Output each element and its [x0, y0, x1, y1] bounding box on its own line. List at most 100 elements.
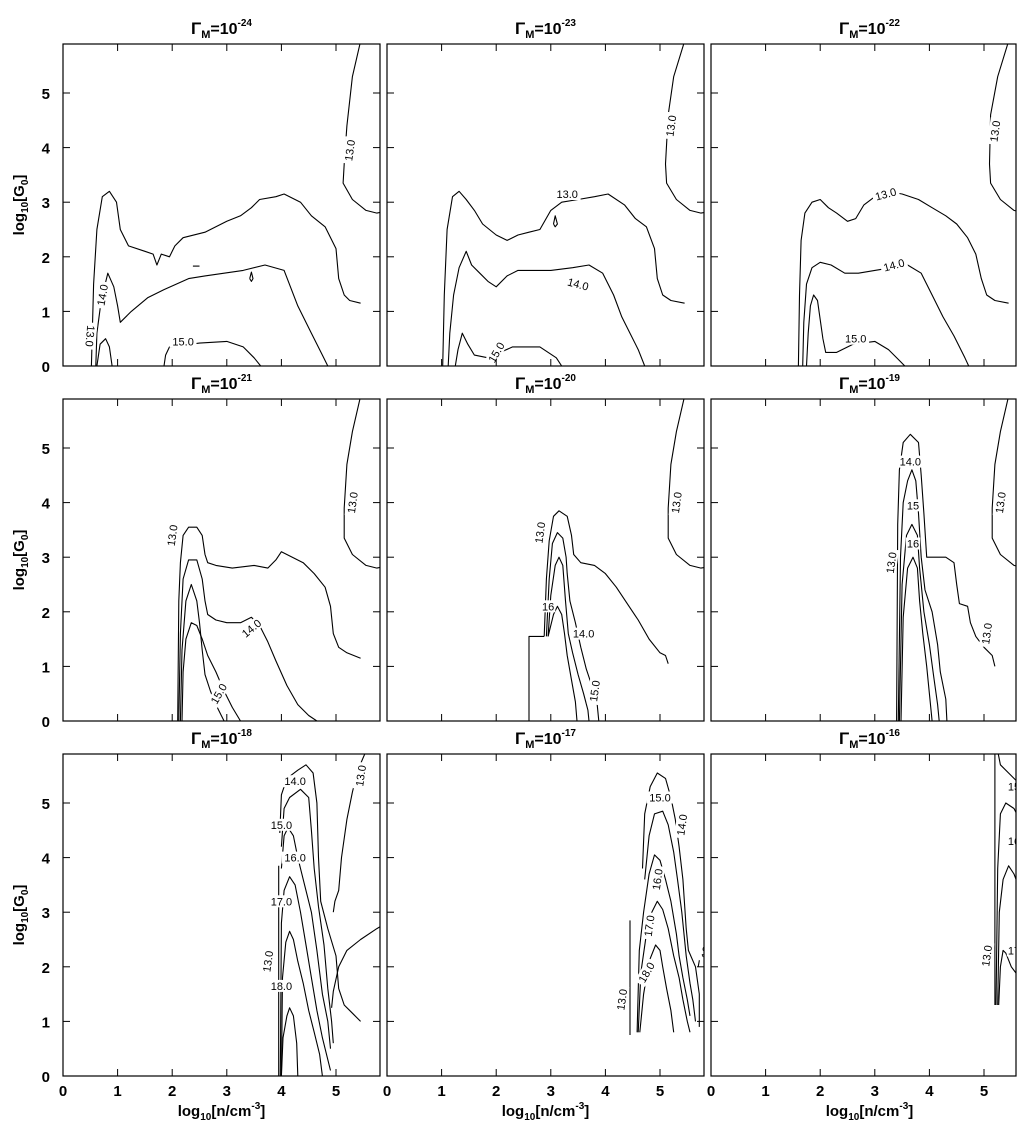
- tick-marks: [711, 399, 985, 721]
- panel-title: ΓM=10-24: [191, 18, 252, 41]
- y-tick-label: 0: [42, 714, 50, 731]
- contour-label-text: 13.0: [885, 551, 900, 574]
- panel-1: 13.0 14.0 13.0 15.0 ΓM=10-24 0 1 2 3 4 5 log10[G0]: [11, 18, 381, 376]
- contour-label-text: 14.0: [573, 629, 594, 641]
- contour-line: [454, 332, 563, 366]
- contour-label: 15.0: [586, 676, 603, 706]
- panel-title: ΓM=10-22: [839, 18, 900, 41]
- tick-marks: [711, 44, 985, 366]
- contour-label-text: 14.0: [96, 284, 112, 307]
- y-tick-label: 2: [42, 960, 50, 977]
- y-axis-label: log10[G0]: [11, 530, 31, 591]
- contour-label-text: 13.0: [874, 186, 898, 203]
- tick-marks: [387, 399, 704, 721]
- plot-frame: [386, 43, 705, 367]
- contour-label-text: 13.0: [533, 521, 548, 544]
- panel-6: 13.0 14.0 15 16 13.0 13.0 ΓM=10-19: [710, 373, 1017, 722]
- x-tick-label: 2: [168, 1083, 176, 1100]
- contour-line: [639, 944, 675, 1033]
- contour-label: 14.0: [570, 627, 597, 641]
- contour-line: [900, 556, 933, 721]
- plot-frame: [62, 398, 381, 722]
- x-axis-label: log10[n/cm-3]: [502, 1101, 590, 1123]
- contour-label-text: 13.0: [664, 114, 679, 137]
- contour-label: 16: [540, 600, 556, 613]
- panel-8: 15.014.016.017.018.013.013.0ΓM=10-170 1 2 3…: [383, 728, 705, 1123]
- y-tick-label: 0: [42, 359, 50, 376]
- contour-label: 16.0: [649, 865, 666, 894]
- contour-label: 13.0: [992, 488, 1009, 517]
- contour-label: 13.0: [164, 521, 181, 550]
- y-tick-label: 5: [42, 441, 50, 458]
- contour-line: [95, 264, 329, 366]
- contour-group: 13.0 13.0 14.0 15.0: [797, 44, 1016, 366]
- contour-label: 13.0: [259, 947, 276, 976]
- tick-marks: [387, 754, 704, 1076]
- contour-label: 15.0: [842, 332, 870, 346]
- contour-label-text: 13.0: [988, 120, 1003, 143]
- contour-label: 13.0: [663, 111, 679, 140]
- x-tick-label: 0: [383, 1083, 391, 1100]
- tick-marks: [63, 44, 380, 366]
- contour-label-text: 16: [907, 539, 919, 551]
- x-tick-label: 2: [816, 1083, 824, 1100]
- y-tick-label: 3: [42, 195, 50, 212]
- contour-line: [163, 340, 262, 366]
- contour-label: 13.0: [883, 548, 900, 577]
- y-axis-label: log10[G0]: [11, 175, 31, 236]
- y-tick-label: 1: [42, 659, 50, 676]
- contour-label: 13.0: [613, 985, 630, 1014]
- x-axis-label: log10[n/cm-3]: [178, 1101, 266, 1123]
- contour-label-text: 17.0: [643, 915, 658, 938]
- contour-group: 13.0 14.0 15.0 16.0 17.0 13.0 18.0: [259, 754, 380, 1076]
- contour-line: [442, 190, 685, 366]
- contour-label: 13.0: [987, 117, 1003, 146]
- contour-label: 14.0: [94, 280, 112, 310]
- contour-line: [898, 523, 940, 721]
- x-tick-label: 4: [601, 1083, 610, 1100]
- contour-label-text: 13.0: [346, 491, 361, 514]
- contour-label: 16: [1006, 835, 1016, 848]
- contour-line: [447, 250, 646, 366]
- x-tick-label: 3: [871, 1083, 879, 1100]
- contour-line: [802, 261, 970, 366]
- contour-label-text: 13.0: [261, 950, 276, 973]
- y-tick-label: 2: [42, 605, 50, 622]
- x-tick-label: 0: [59, 1083, 67, 1100]
- contour-label: 15.0: [206, 679, 231, 709]
- contour-group: 13.0 13.0 16 14.0 15.0: [528, 399, 704, 721]
- x-tick-label: 1: [437, 1083, 445, 1100]
- y-tick-label: 3: [42, 550, 50, 567]
- contour-line: [664, 44, 704, 214]
- contour-line: [331, 926, 380, 1008]
- x-tick-label: 0: [707, 1083, 715, 1100]
- contour-label-text: 14.0: [882, 257, 906, 274]
- contour-label: 13.0: [553, 188, 581, 201]
- y-tick-label: 5: [42, 86, 50, 103]
- contour-line: [178, 559, 318, 721]
- contour-line: [636, 854, 691, 1033]
- contour-label: 13.0: [341, 136, 358, 165]
- contour-label-text: 14.0: [675, 813, 690, 836]
- contour-label-text: 15.0: [172, 336, 193, 348]
- y-tick-label: 3: [42, 905, 50, 922]
- contour-label: 13.0: [82, 322, 98, 350]
- contour-line: [797, 190, 1009, 366]
- contour-label-text: 16: [542, 601, 554, 613]
- y-tick-label: 4: [42, 851, 51, 868]
- contour-line: [181, 622, 241, 721]
- y-tick-label: 0: [42, 1069, 50, 1086]
- contour-line: [997, 865, 1016, 1006]
- contour-label: 14.0: [237, 614, 266, 642]
- contour-label: 14.0: [673, 810, 690, 839]
- contour-label-text: 13.0: [980, 945, 995, 968]
- contour-line: [998, 949, 1016, 1006]
- contour-label: 13.0: [698, 933, 704, 962]
- contour-label-text: 15.0: [588, 680, 603, 703]
- contour-label: 15.0: [169, 335, 197, 348]
- contour-line: [667, 399, 704, 569]
- contour-label-text: 14.0: [566, 276, 590, 293]
- contour-label: 16.0: [281, 851, 309, 865]
